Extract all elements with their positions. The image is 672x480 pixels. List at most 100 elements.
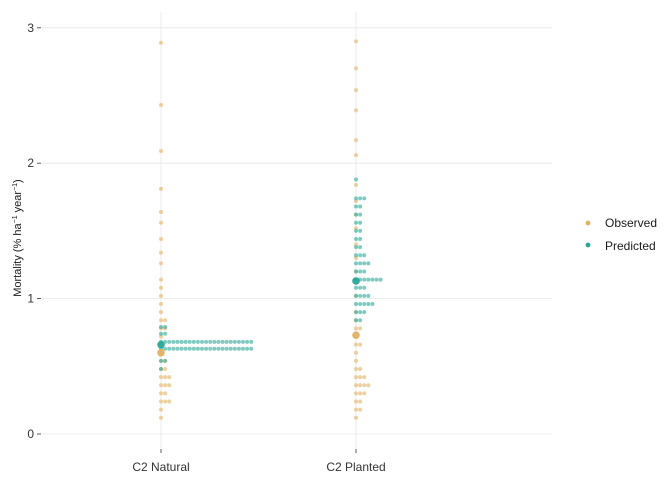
predicted-dot: [163, 346, 168, 351]
predicted-dot: [362, 302, 367, 307]
x-axis-ticks: C2 Natural C2 Planted: [132, 449, 386, 474]
predicted-dot: [216, 339, 221, 344]
predicted-dot: [358, 293, 363, 298]
y-axis-title: Mortality (% ha−1 year−1): [12, 179, 24, 296]
observed-dot: [358, 326, 363, 331]
predicted-dot: [236, 346, 241, 351]
predicted-dot: [183, 339, 188, 344]
predicted-dot: [366, 277, 371, 282]
y-axis-title-middle: year: [12, 191, 24, 216]
observed-dot: [354, 367, 358, 372]
predicted-dot: [358, 196, 363, 201]
observed-mean-point: [352, 331, 360, 339]
legend-item-observed: Observed: [585, 216, 657, 230]
predicted-dot: [358, 212, 363, 217]
observed-dot: [366, 383, 371, 388]
predicted-dot: [362, 285, 367, 290]
observed-dot: [354, 407, 358, 412]
predicted-dot: [354, 220, 358, 225]
predicted-dot: [163, 325, 168, 330]
observed-dot: [358, 407, 363, 412]
predicted-dot: [175, 346, 180, 351]
observed-dot: [159, 318, 163, 323]
observed-dot: [159, 102, 163, 107]
y-tick-label: 2: [27, 156, 34, 170]
predicted-dot: [354, 204, 358, 209]
predicted-dot: [245, 339, 250, 344]
predicted-dot: [358, 220, 363, 225]
observed-dot: [362, 383, 367, 388]
predicted-dot: [354, 245, 358, 250]
legend-predicted-marker: [585, 242, 591, 248]
y-axis-title-sup1: −1: [12, 215, 19, 223]
predicted-mean-point: [352, 277, 360, 285]
predicted-dot: [362, 277, 367, 282]
predicted-dot: [362, 310, 367, 315]
predicted-dot: [241, 346, 245, 351]
predicted-dot: [354, 285, 358, 290]
predicted-dot: [183, 346, 188, 351]
predicted-dot: [179, 339, 184, 344]
observed-dot: [159, 391, 163, 396]
observed-dot: [167, 375, 172, 380]
predicted-dot: [358, 310, 363, 315]
predicted-dot: [370, 302, 375, 307]
predicted-dot: [354, 237, 358, 242]
observed-dot: [163, 318, 168, 323]
y-axis-title-sup2: −1: [12, 183, 19, 191]
dot-layer: [159, 39, 383, 420]
observed-mean-point: [157, 348, 165, 357]
predicted-dot: [175, 339, 180, 344]
predicted-dot: [249, 339, 254, 344]
observed-dot: [159, 149, 163, 154]
observed-dot: [159, 399, 163, 404]
observed-dot: [354, 375, 358, 380]
predicted-dot: [362, 269, 367, 274]
observed-dot: [159, 285, 163, 290]
observed-dot: [358, 367, 363, 372]
predicted-dot: [358, 285, 363, 290]
observed-dot: [159, 40, 163, 45]
y-axis-ticks: 0 1 2 3: [27, 21, 41, 441]
observed-dot: [354, 383, 358, 388]
legend-observed-marker: [585, 220, 591, 226]
y-axis-title-prefix: Mortality (% ha: [12, 222, 24, 296]
predicted-dot: [224, 339, 229, 344]
predicted-dot: [232, 339, 237, 344]
predicted-dot: [200, 339, 204, 344]
legend-observed-label: Observed: [605, 216, 657, 230]
predicted-dot: [220, 346, 225, 351]
predicted-dot: [354, 212, 358, 217]
predicted-dot: [159, 325, 163, 330]
predicted-dot: [200, 346, 204, 351]
y-tick-label: 3: [27, 21, 34, 35]
observed-dot: [354, 350, 358, 355]
predicted-dot: [212, 339, 217, 344]
observed-dot: [163, 383, 168, 388]
y-tick-label: 0: [27, 427, 34, 441]
predicted-dot: [358, 318, 363, 323]
x-tick-label: C2 Natural: [132, 460, 189, 474]
predicted-dot: [228, 346, 233, 351]
predicted-dot: [195, 339, 200, 344]
predicted-dot: [167, 346, 172, 351]
observed-dot: [159, 250, 163, 255]
x-tick-label: C2 Planted: [326, 460, 385, 474]
observed-dot: [354, 342, 358, 347]
predicted-dot: [232, 346, 237, 351]
y-tick-label: 1: [27, 292, 34, 306]
predicted-dot: [187, 339, 192, 344]
predicted-dot: [354, 261, 358, 266]
predicted-dot: [236, 339, 241, 344]
observed-dot: [358, 399, 363, 404]
predicted-dot: [362, 253, 367, 258]
predicted-dot: [204, 346, 209, 351]
predicted-dot: [167, 339, 172, 344]
observed-dot: [159, 375, 163, 380]
predicted-dot: [191, 339, 196, 344]
observed-dot: [159, 277, 163, 282]
observed-dot: [167, 383, 172, 388]
observed-dot: [159, 186, 163, 191]
predicted-dot: [354, 177, 358, 182]
